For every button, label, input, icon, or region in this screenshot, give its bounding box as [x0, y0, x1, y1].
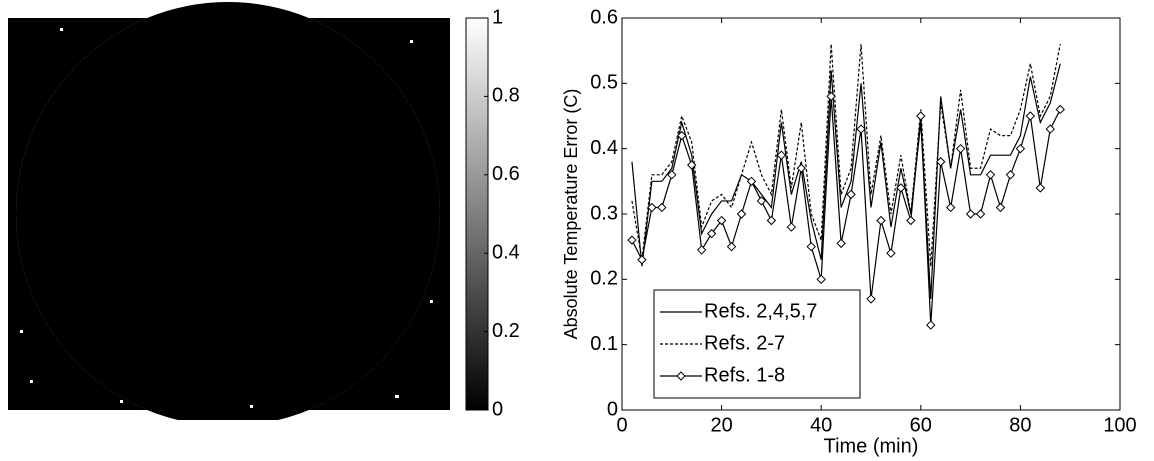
colorbar-tick-label: 0.6 [492, 163, 520, 185]
data-point [866, 294, 876, 304]
series-line [631, 63, 1061, 299]
data-point [886, 248, 896, 258]
data-point [975, 209, 986, 219]
data-point [766, 215, 777, 226]
data-point [846, 189, 856, 200]
colorbar-tick-label: 1 [492, 6, 503, 28]
data-point [637, 255, 647, 265]
y-tick-label: 0.6 [590, 6, 618, 28]
data-point [1015, 143, 1026, 154]
legend-label: Refs. 2-7 [704, 332, 785, 354]
data-point [706, 228, 717, 239]
data-point [1055, 104, 1065, 115]
noise-image [8, 2, 450, 420]
data-point [677, 130, 687, 141]
data-point [647, 202, 657, 213]
data-point [627, 235, 637, 245]
x-tick-label: 60 [910, 414, 932, 436]
data-point [856, 124, 866, 134]
y-tick-label: 0 [607, 398, 618, 420]
data-point [896, 183, 906, 193]
legend-marker [676, 371, 686, 381]
series-line [631, 44, 1061, 267]
data-point [736, 209, 747, 219]
y-axis-label: Absolute Temperature Error (C) [561, 89, 581, 340]
x-tick-label: 20 [710, 414, 732, 436]
data-point [945, 202, 956, 213]
colorbar-tick-label: 0.8 [492, 85, 520, 107]
data-point [816, 274, 826, 285]
y-tick-label: 0.2 [590, 268, 618, 290]
y-tick-label: 0.5 [590, 72, 618, 94]
data-point [1025, 111, 1036, 121]
data-point [657, 202, 667, 213]
data-point [836, 238, 846, 249]
colorbar-tick-label: 0.4 [492, 241, 520, 263]
data-point [955, 143, 966, 154]
data-point [965, 209, 976, 219]
colorbar-tick-label: 0.2 [492, 320, 520, 342]
legend-label: Refs. 2,4,5,7 [704, 300, 817, 322]
data-point [756, 196, 767, 206]
data-point [995, 202, 1006, 213]
data-point [746, 176, 757, 187]
data-point [1035, 183, 1046, 193]
data-point [806, 241, 816, 252]
data-point [826, 91, 836, 102]
data-point [985, 170, 996, 180]
x-tick-label: 40 [810, 414, 832, 436]
data-point [726, 241, 737, 252]
data-point [1005, 170, 1016, 180]
data-point [936, 157, 946, 167]
data-point [786, 222, 797, 232]
data-point [696, 245, 707, 255]
legend-label: Refs. 1-8 [704, 364, 785, 386]
y-tick-label: 0.4 [590, 137, 618, 159]
y-tick-label: 0.1 [590, 333, 618, 355]
data-point [916, 111, 926, 121]
x-axis-label: Time (min) [824, 435, 919, 457]
data-point [876, 215, 886, 226]
x-tick-label: 0 [616, 414, 627, 436]
x-tick-label: 100 [1103, 414, 1136, 436]
data-point [716, 215, 727, 226]
data-point [1045, 124, 1055, 134]
data-point [687, 160, 697, 170]
data-point [926, 320, 936, 330]
x-tick-label: 80 [1009, 414, 1031, 436]
data-point [667, 170, 677, 180]
colorbar [465, 17, 489, 411]
data-point [796, 163, 806, 173]
data-point [776, 150, 787, 160]
colorbar-tick-label: 0 [492, 398, 503, 420]
data-point [906, 215, 916, 226]
y-tick-label: 0.3 [590, 202, 618, 224]
legend-box [653, 289, 861, 399]
